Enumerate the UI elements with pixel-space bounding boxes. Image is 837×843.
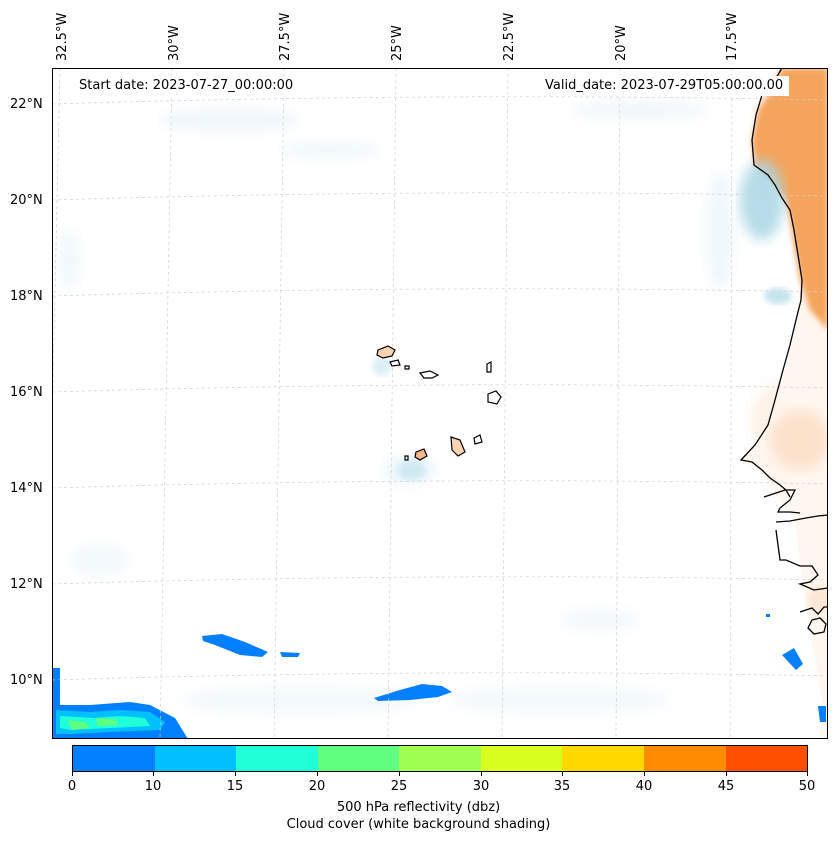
colorbar-label: 500 hPa reflectivity (dbz) (336, 800, 501, 815)
lon-label: 17.5°W (725, 12, 740, 61)
lon-label: 22.5°W (502, 12, 517, 61)
reflectivity-patch (96, 718, 118, 726)
lat-label: 14°N (10, 481, 43, 496)
colorbar-segment (399, 746, 481, 771)
map-frame (52, 68, 828, 739)
reflectivity-colorbar (72, 745, 808, 772)
colorbar-tick-label: 15 (226, 779, 244, 794)
colorbar-segment (562, 746, 644, 771)
lat-label: 16°N (10, 385, 43, 400)
map-background (52, 68, 828, 739)
island-fogo (414, 448, 428, 461)
island-sao-vicente (389, 359, 401, 367)
colorbar-tick-label: 35 (553, 779, 571, 794)
reflectivity-patch (374, 684, 452, 701)
lon-label: 20°W (614, 25, 629, 61)
colorbar-tick-label: 50 (798, 779, 816, 794)
island-cloud (372, 356, 392, 376)
colorbar-tick-label: 20 (308, 779, 326, 794)
lat-label: 20°N (10, 193, 43, 208)
island-cloud (398, 460, 426, 480)
colorbar-tick-label: 0 (67, 779, 77, 794)
colorbar-segment (236, 746, 318, 771)
colorbar-tick-label: 30 (472, 779, 490, 794)
island-sal (486, 361, 492, 373)
colorbar-segment (73, 746, 155, 771)
lat-label: 10°N (10, 673, 43, 688)
reflectivity-patch (818, 706, 826, 722)
colorbar-segment (725, 746, 808, 771)
graticule (52, 68, 828, 739)
africa-coastline (739, 68, 828, 635)
lat-label: 12°N (10, 577, 43, 592)
island-maio (473, 434, 483, 445)
lat-label: 22°N (10, 97, 43, 112)
reflectivity-layer (52, 614, 826, 739)
colorbar-sublabel: Cloud cover (white background shading) (286, 817, 551, 832)
colorbar-segment (480, 746, 563, 771)
africa-land (740, 68, 828, 739)
island-brava (404, 455, 409, 461)
reflectivity-patch (202, 634, 268, 657)
island-santa-luzia (404, 365, 410, 370)
island-santo-antao (376, 345, 396, 359)
colorbar-segment (317, 746, 400, 771)
colorbar-tick-label: 45 (717, 779, 735, 794)
reflectivity-patch (68, 720, 90, 730)
reflectivity-patch (782, 648, 803, 670)
island-santiago (450, 436, 466, 457)
start-date-label: Start date: 2023-07-27_00:00:00 (73, 76, 300, 96)
lon-label: 27.5°W (278, 12, 293, 61)
colorbar-segment (154, 746, 237, 771)
reflectivity-patch (766, 614, 770, 617)
reflectivity-patch (280, 652, 300, 657)
cape-verde-islands (376, 345, 502, 461)
lat-label: 18°N (10, 289, 43, 304)
valid-date-label: Valid_date: 2023-07-29T05:00:00.00 (539, 76, 790, 96)
lon-label: 32.5°W (55, 12, 70, 61)
colorbar-tick-label: 40 (635, 779, 653, 794)
lon-label: 25°W (390, 25, 405, 61)
colorbar-segment (643, 746, 726, 771)
colorbar-tick-label: 10 (144, 779, 162, 794)
lon-label: 30°W (167, 25, 182, 61)
colorbar-tick-label: 25 (390, 779, 408, 794)
island-boa-vista (487, 390, 502, 405)
island-sao-nicolau (418, 370, 440, 379)
